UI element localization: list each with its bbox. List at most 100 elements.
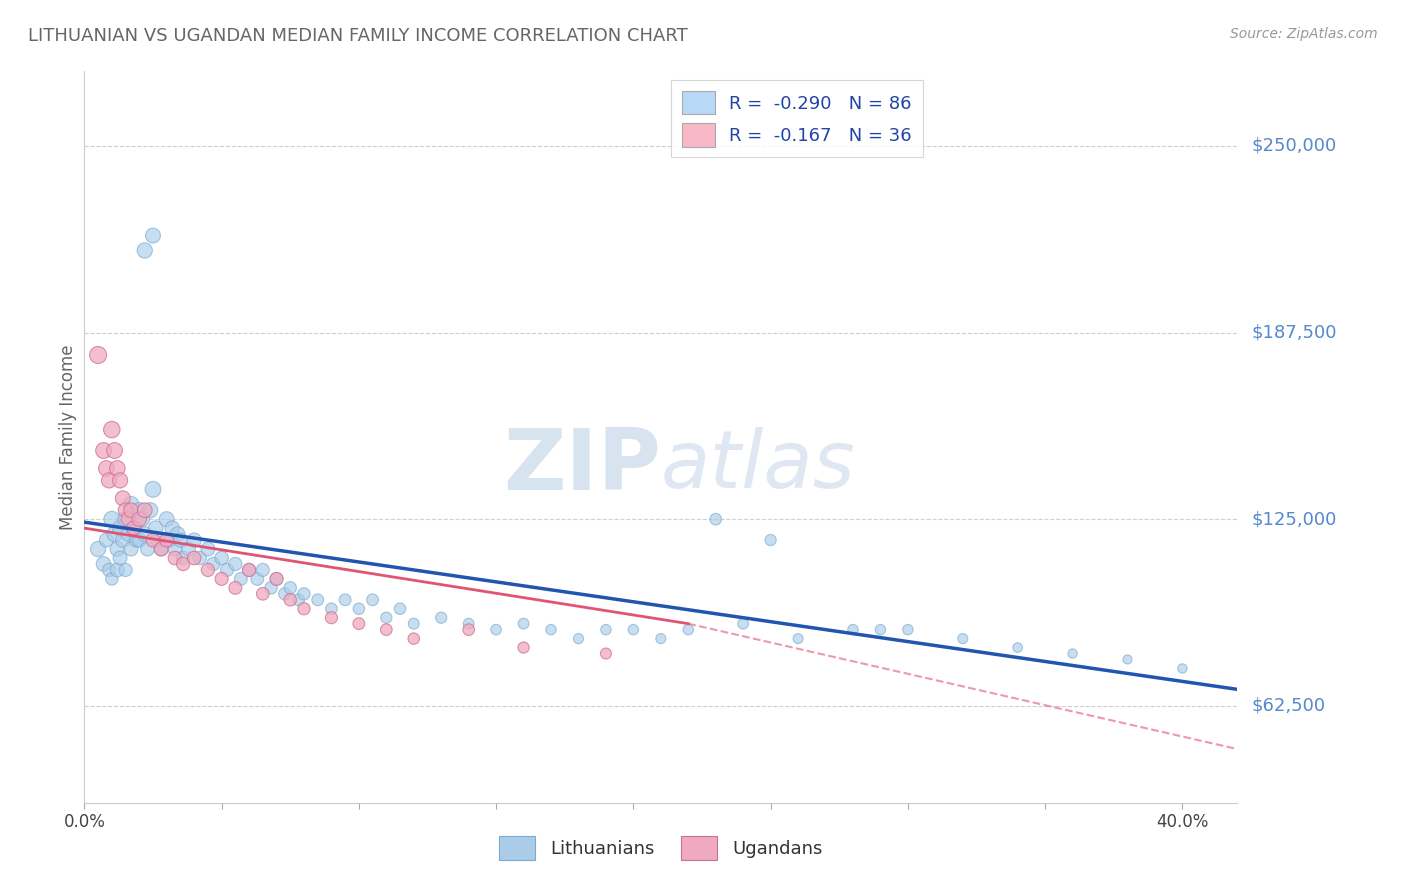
Legend: Lithuanians, Ugandans: Lithuanians, Ugandans bbox=[492, 830, 830, 867]
Text: Source: ZipAtlas.com: Source: ZipAtlas.com bbox=[1230, 27, 1378, 41]
Point bbox=[375, 623, 398, 637]
Point bbox=[260, 581, 283, 595]
Point bbox=[160, 521, 183, 535]
Text: $250,000: $250,000 bbox=[1251, 137, 1337, 155]
Point bbox=[246, 572, 269, 586]
Point bbox=[704, 512, 727, 526]
Point bbox=[120, 503, 142, 517]
Point bbox=[122, 521, 145, 535]
Point bbox=[134, 527, 156, 541]
Point bbox=[148, 533, 170, 547]
Point bbox=[183, 551, 205, 566]
Point bbox=[108, 474, 131, 488]
Point bbox=[375, 610, 398, 624]
Text: $187,500: $187,500 bbox=[1251, 324, 1337, 342]
Point bbox=[224, 581, 246, 595]
Point bbox=[402, 632, 425, 646]
Point bbox=[105, 542, 128, 557]
Point bbox=[125, 533, 148, 547]
Point bbox=[292, 601, 315, 615]
Point bbox=[156, 533, 179, 547]
Point bbox=[238, 563, 260, 577]
Point bbox=[111, 491, 134, 506]
Point bbox=[621, 623, 644, 637]
Point bbox=[678, 623, 700, 637]
Point bbox=[103, 443, 125, 458]
Point bbox=[197, 563, 219, 577]
Point bbox=[114, 563, 136, 577]
Point bbox=[156, 512, 179, 526]
Point bbox=[485, 623, 508, 637]
Point bbox=[217, 563, 239, 577]
Point bbox=[211, 572, 233, 586]
Point bbox=[733, 616, 755, 631]
Point bbox=[101, 423, 124, 437]
Point bbox=[101, 572, 124, 586]
Point bbox=[96, 533, 118, 547]
Point bbox=[224, 557, 246, 571]
Point bbox=[787, 632, 810, 646]
Point bbox=[114, 503, 136, 517]
Text: $125,000: $125,000 bbox=[1251, 510, 1337, 528]
Point bbox=[278, 581, 301, 595]
Point bbox=[145, 521, 167, 535]
Point bbox=[142, 228, 165, 243]
Point bbox=[93, 557, 115, 571]
Point bbox=[650, 632, 672, 646]
Point bbox=[177, 542, 200, 557]
Text: $62,500: $62,500 bbox=[1251, 697, 1326, 714]
Point bbox=[266, 572, 288, 586]
Point bbox=[252, 587, 274, 601]
Point bbox=[211, 551, 233, 566]
Point bbox=[120, 497, 142, 511]
Point bbox=[457, 623, 479, 637]
Point bbox=[108, 551, 131, 566]
Point bbox=[430, 610, 453, 624]
Point bbox=[166, 527, 188, 541]
Point bbox=[98, 474, 121, 488]
Point bbox=[402, 616, 425, 631]
Point bbox=[1116, 652, 1139, 666]
Point bbox=[105, 461, 128, 475]
Point bbox=[321, 610, 343, 624]
Point bbox=[98, 563, 121, 577]
Point bbox=[842, 623, 865, 637]
Point bbox=[128, 503, 150, 517]
Point bbox=[292, 587, 315, 601]
Point bbox=[347, 616, 370, 631]
Point bbox=[229, 572, 252, 586]
Point bbox=[287, 592, 309, 607]
Point bbox=[163, 542, 186, 557]
Point bbox=[169, 533, 191, 547]
Point bbox=[120, 542, 142, 557]
Point bbox=[278, 592, 301, 607]
Y-axis label: Median Family Income: Median Family Income bbox=[59, 344, 77, 530]
Text: atlas: atlas bbox=[661, 427, 856, 506]
Point bbox=[150, 542, 173, 557]
Point bbox=[150, 542, 173, 557]
Point bbox=[93, 443, 115, 458]
Point bbox=[163, 551, 186, 566]
Point bbox=[108, 521, 131, 535]
Point bbox=[117, 527, 139, 541]
Point bbox=[457, 616, 479, 631]
Point bbox=[202, 557, 225, 571]
Point bbox=[105, 563, 128, 577]
Point bbox=[128, 533, 150, 547]
Point bbox=[333, 592, 356, 607]
Point bbox=[512, 640, 534, 655]
Point bbox=[266, 572, 288, 586]
Point bbox=[952, 632, 974, 646]
Point bbox=[595, 623, 617, 637]
Point bbox=[159, 533, 181, 547]
Point bbox=[103, 527, 125, 541]
Point bbox=[183, 533, 205, 547]
Text: ZIP: ZIP bbox=[503, 425, 661, 508]
Point bbox=[117, 512, 139, 526]
Point bbox=[188, 551, 211, 566]
Point bbox=[136, 542, 159, 557]
Point bbox=[252, 563, 274, 577]
Point bbox=[274, 587, 297, 601]
Point bbox=[567, 632, 589, 646]
Point bbox=[321, 601, 343, 615]
